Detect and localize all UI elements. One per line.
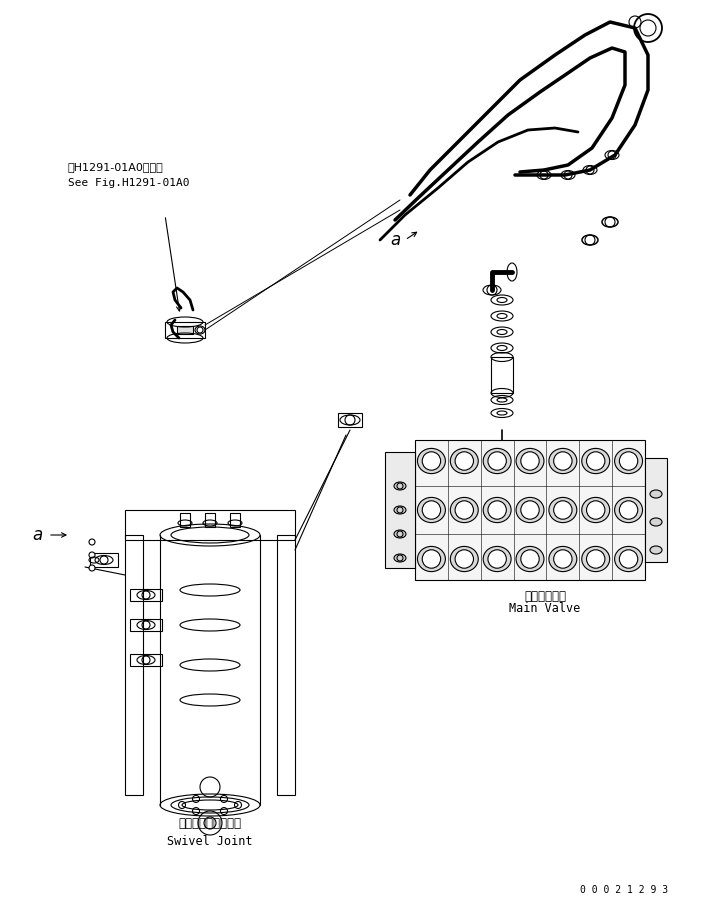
Text: メインバルブ: メインバルブ xyxy=(524,590,566,603)
Circle shape xyxy=(586,452,605,470)
Ellipse shape xyxy=(614,448,643,473)
Ellipse shape xyxy=(418,546,446,571)
Text: Main Valve: Main Valve xyxy=(510,602,581,615)
Ellipse shape xyxy=(650,490,662,498)
Ellipse shape xyxy=(516,497,544,522)
Circle shape xyxy=(423,501,441,519)
Bar xyxy=(177,326,193,334)
Ellipse shape xyxy=(549,497,577,522)
Circle shape xyxy=(89,539,95,545)
Circle shape xyxy=(619,501,638,519)
Ellipse shape xyxy=(394,554,406,562)
Ellipse shape xyxy=(483,448,511,473)
Text: a: a xyxy=(390,231,400,249)
Ellipse shape xyxy=(582,546,610,571)
Ellipse shape xyxy=(650,518,662,526)
Ellipse shape xyxy=(549,448,577,473)
Ellipse shape xyxy=(614,497,643,522)
Ellipse shape xyxy=(394,482,406,490)
Circle shape xyxy=(521,452,539,470)
Circle shape xyxy=(89,565,95,571)
Text: スイベルジョイント: スイベルジョイント xyxy=(179,817,242,830)
Circle shape xyxy=(586,501,605,519)
Ellipse shape xyxy=(483,546,511,571)
Bar xyxy=(130,589,162,601)
Circle shape xyxy=(619,550,638,568)
Bar xyxy=(645,458,667,562)
Ellipse shape xyxy=(614,546,643,571)
Ellipse shape xyxy=(483,497,511,522)
Circle shape xyxy=(554,452,572,470)
Ellipse shape xyxy=(451,448,478,473)
Ellipse shape xyxy=(650,546,662,554)
Circle shape xyxy=(521,501,539,519)
Ellipse shape xyxy=(549,546,577,571)
Ellipse shape xyxy=(418,448,446,473)
Circle shape xyxy=(488,550,506,568)
Bar xyxy=(491,357,513,393)
Circle shape xyxy=(554,550,572,568)
Circle shape xyxy=(89,552,95,558)
Ellipse shape xyxy=(394,506,406,514)
Ellipse shape xyxy=(394,530,406,538)
Bar xyxy=(130,619,162,631)
Bar xyxy=(230,513,240,527)
Text: 0 0 0 2 1 2 9 3: 0 0 0 2 1 2 9 3 xyxy=(580,885,668,895)
Ellipse shape xyxy=(516,448,544,473)
Ellipse shape xyxy=(582,497,610,522)
Bar xyxy=(338,413,362,427)
Circle shape xyxy=(586,550,605,568)
Text: Swivel Joint: Swivel Joint xyxy=(167,835,253,848)
Bar xyxy=(125,535,143,795)
Circle shape xyxy=(554,501,572,519)
Circle shape xyxy=(423,550,441,568)
Circle shape xyxy=(455,501,474,519)
Bar xyxy=(277,535,295,795)
Ellipse shape xyxy=(582,448,610,473)
Text: See Fig.H1291-01A0: See Fig.H1291-01A0 xyxy=(68,178,190,188)
Bar xyxy=(180,513,190,527)
Bar xyxy=(165,322,205,338)
Bar xyxy=(130,654,162,666)
Text: 第H1291-01A0図参照: 第H1291-01A0図参照 xyxy=(68,162,164,172)
Circle shape xyxy=(455,550,474,568)
Bar xyxy=(385,452,415,568)
Circle shape xyxy=(488,501,506,519)
Circle shape xyxy=(619,452,638,470)
Ellipse shape xyxy=(451,546,478,571)
Text: a: a xyxy=(32,526,42,544)
Ellipse shape xyxy=(418,497,446,522)
Bar xyxy=(205,513,215,527)
Ellipse shape xyxy=(516,546,544,571)
Circle shape xyxy=(423,452,441,470)
Bar xyxy=(125,510,295,540)
Circle shape xyxy=(455,452,474,470)
Bar xyxy=(90,553,118,567)
Circle shape xyxy=(488,452,506,470)
Bar xyxy=(415,440,645,580)
Circle shape xyxy=(521,550,539,568)
Ellipse shape xyxy=(451,497,478,522)
